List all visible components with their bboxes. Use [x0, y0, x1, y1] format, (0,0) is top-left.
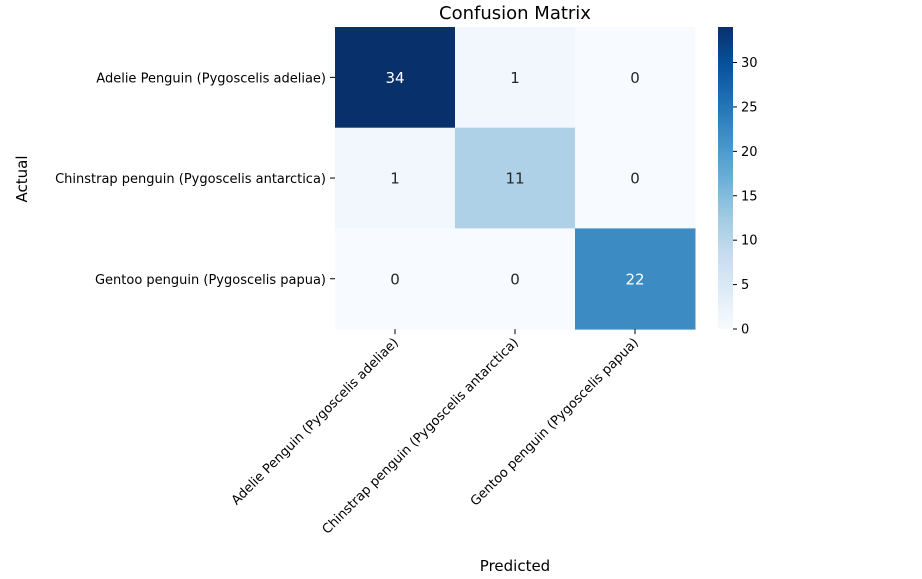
cell-annotations: 34 1 01 11 00 0 22 — [385, 69, 644, 288]
colorbar-tick-label: 25 — [741, 100, 758, 115]
cell-annotation: 0 — [390, 270, 400, 288]
cell-annotation: 22 — [625, 270, 644, 288]
heatmap-cell — [335, 127, 456, 229]
colorbar-tick-label: 15 — [741, 189, 758, 204]
y-axis-label: Actual — [13, 156, 31, 203]
colorbar-gradient — [718, 27, 733, 329]
x-axis: Adelie Penguin (Pygoscelis adeliae)Chins… — [229, 329, 642, 538]
heatmap-cell — [455, 27, 576, 129]
y-tick-label: Adelie Penguin (Pygoscelis adeliae) — [96, 71, 326, 86]
colorbar-tick-label: 5 — [741, 278, 749, 293]
cell-annotation: 1 — [390, 170, 400, 188]
colorbar: 0 5 10 15 20 25 30 — [718, 27, 758, 338]
heatmap-cell — [335, 228, 456, 330]
x-tick-label: Chinstrap penguin (Pygoscelis antarctica… — [320, 335, 522, 537]
y-tick-label: Chinstrap penguin (Pygoscelis antarctica… — [55, 172, 326, 187]
cell-annotation: 1 — [510, 69, 520, 87]
x-axis-label: Predicted — [480, 557, 550, 574]
heatmap-cell — [455, 127, 576, 229]
y-axis: Adelie Penguin (Pygoscelis adeliae) Chins… — [55, 71, 335, 288]
colorbar-tick-label: 30 — [741, 56, 758, 71]
cell-annotation: 0 — [510, 270, 520, 288]
cell-annotation: 11 — [505, 170, 524, 188]
chart-title: Confusion Matrix — [439, 3, 591, 24]
colorbar-tick-label: 0 — [741, 323, 749, 338]
colorbar-tick-label: 10 — [741, 234, 758, 249]
cell-annotation: 0 — [630, 170, 640, 188]
heatmap-cell — [575, 27, 696, 129]
heatmap-cells — [335, 27, 696, 330]
heatmap-cell — [575, 228, 696, 330]
heatmap-cell — [455, 228, 576, 330]
y-tick-label: Gentoo penguin (Pygoscelis papua) — [95, 273, 326, 288]
cell-annotation: 34 — [385, 69, 404, 87]
colorbar-tick-label: 20 — [741, 145, 758, 160]
heatmap-cell — [575, 127, 696, 229]
heatmap-cell — [335, 27, 456, 129]
cell-annotation: 0 — [630, 69, 640, 87]
